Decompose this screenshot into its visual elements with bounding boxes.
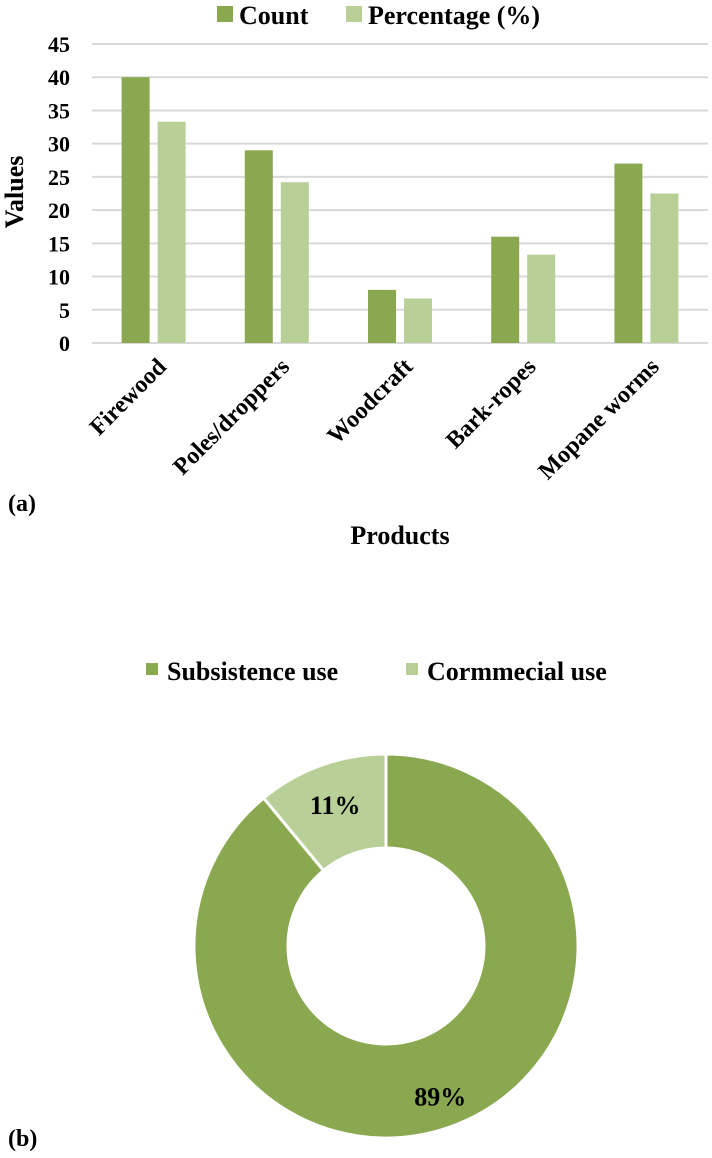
panel-label-a: (a) — [8, 491, 36, 517]
bar-y-tick-labels: 0 5 10 15 20 25 30 35 40 45 — [48, 32, 70, 356]
bar-chart: Count Percentage (%) 0 5 10 15 20 25 30 35 40 45 F… — [0, 1, 708, 550]
legend-swatch — [217, 6, 233, 22]
legend-swatch — [406, 663, 418, 675]
donut-slices — [192, 752, 580, 1140]
y-tick-label: 40 — [48, 65, 70, 90]
bar-count-1 — [244, 150, 273, 343]
legend-label: Count — [239, 1, 309, 30]
donut-chart: Subsistence use Cormmecial use 89% 11% (b) — [8, 657, 607, 1152]
bar-percentage-1 — [280, 182, 309, 343]
bar-percentage-0 — [157, 121, 186, 344]
x-category-label: Mopane worms — [534, 354, 665, 485]
y-tick-label: 20 — [48, 198, 70, 223]
y-tick-label: 25 — [48, 165, 70, 190]
donut-legend: Subsistence use Cormmecial use — [146, 657, 607, 686]
legend-label: Percentage (%) — [368, 1, 540, 30]
y-axis-title: Values — [0, 156, 29, 229]
y-tick-label: 15 — [48, 231, 70, 256]
legend-label: Cormmecial use — [427, 657, 607, 686]
bar-percentage-3 — [527, 254, 556, 343]
y-tick-label: 0 — [59, 331, 70, 356]
donut-slice-subsistence — [192, 752, 580, 1140]
legend-swatch — [146, 663, 158, 675]
bar-count-4 — [614, 163, 643, 343]
x-axis-title: Products — [350, 521, 449, 550]
x-category-label: Bark-ropes — [441, 354, 541, 454]
donut-data-label: 89% — [414, 1083, 466, 1112]
bar-legend: Count Percentage (%) — [217, 1, 540, 30]
bar-count-2 — [368, 289, 396, 343]
y-tick-label: 35 — [48, 98, 70, 123]
y-tick-label: 10 — [48, 265, 70, 290]
bar-percentage-2 — [404, 298, 432, 343]
bar-count-0 — [121, 77, 150, 343]
bar-gridlines — [92, 43, 708, 344]
y-tick-label: 30 — [48, 132, 70, 157]
x-category-label: Woodcraft — [323, 354, 419, 450]
x-category-label: Poles/droppers — [169, 354, 296, 481]
donut-data-label: 11% — [310, 791, 361, 820]
bar-bars — [121, 77, 679, 344]
bar-percentage-4 — [650, 193, 679, 343]
y-tick-label: 45 — [48, 32, 70, 57]
y-tick-label: 5 — [59, 298, 70, 323]
donut-slice-commercial — [261, 752, 388, 873]
x-category-label: Firewood — [85, 353, 172, 440]
donut-data-labels: 89% 11% — [310, 791, 466, 1112]
bar-count-3 — [491, 236, 520, 343]
legend-swatch — [346, 6, 362, 22]
panel-label-b: (b) — [8, 1126, 37, 1152]
legend-label: Subsistence use — [167, 657, 338, 686]
